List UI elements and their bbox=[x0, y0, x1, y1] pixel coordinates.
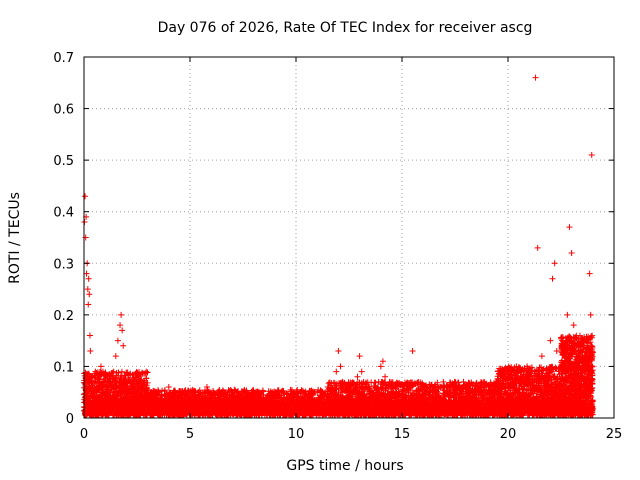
data-points bbox=[81, 74, 596, 419]
grid-lines bbox=[84, 57, 614, 418]
data-point bbox=[118, 368, 125, 375]
